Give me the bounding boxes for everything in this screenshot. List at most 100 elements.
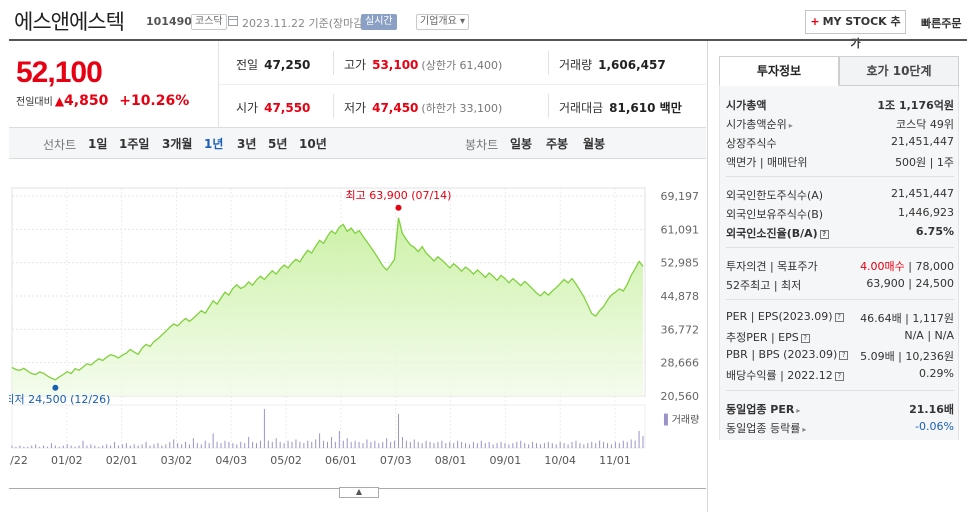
x-tick-label: 11/22 (9, 454, 28, 467)
y-tick-label: 69,197 (661, 190, 700, 203)
stock-name: 에스앤에스텍 (14, 10, 125, 34)
x-tick-label: 03/02 (161, 454, 193, 467)
tab-hoga-10[interactable]: 호가 10단계 (839, 56, 959, 86)
par-value-row: 액면가 | 매매단위 500원 | 1주 (726, 156, 954, 169)
divider (548, 94, 549, 118)
chevron-down-icon: ▾ (460, 16, 466, 27)
add-mystock-button[interactable]: + MY STOCK 추가 (805, 10, 906, 50)
divider (333, 51, 334, 75)
y-tick-label: 44,878 (661, 290, 700, 303)
header-divider (9, 39, 967, 41)
volume: 거래량 1,606,457 (559, 58, 666, 72)
y-tick-label: 61,091 (661, 223, 700, 236)
market-badge: 코스닥 (191, 14, 227, 30)
x-tick-label: 11/01 (599, 454, 631, 467)
up-triangle-icon: ▲ (54, 94, 65, 108)
volume-legend: ▌거래량 (664, 415, 700, 426)
listed-shares-row: 상장주식수 21,451,447 (726, 135, 954, 150)
realtime-button[interactable]: 실시간 (361, 14, 397, 30)
pbr-row: PBR | BPS (2023.09)? 5.09배 | 10,236원 (726, 348, 954, 363)
x-tick-label: 08/01 (435, 454, 467, 467)
x-tick-label: 10/04 (544, 454, 576, 467)
trade-amount: 거래대금 81,610 백만 (559, 101, 682, 115)
x-tick-label: 01/02 (51, 454, 83, 467)
company-overview-select[interactable]: 기업개요 ▾ (416, 14, 470, 30)
price-area (12, 217, 643, 396)
y-tick-label: 28,666 (661, 357, 700, 370)
chevron-up-icon: ▲ (355, 487, 363, 496)
low-label: 최저 24,500 (12/26) (9, 393, 110, 406)
divider (333, 94, 334, 118)
tab-10y[interactable]: 10년 (299, 137, 327, 151)
tab-1w[interactable]: 1주일 (119, 137, 150, 151)
open-price: 시가 47,550 (236, 101, 311, 115)
change-percent: +10.26% (119, 93, 190, 109)
header: 에스앤에스텍 101490 코스닥 2023.11.22 기준(장마감) 실시간… (0, 0, 977, 50)
right-tabs: 투자정보 호가 10단계 (719, 56, 959, 86)
divider (548, 51, 549, 75)
x-tick-label: 02/01 (106, 454, 138, 467)
help-icon[interactable]: ? (819, 230, 829, 239)
per-row: PER | EPS(2023.09)? 46.64배 | 1,117원 (726, 310, 954, 325)
collapse-toggle-button[interactable]: ▲ (339, 487, 379, 498)
help-icon[interactable]: ? (834, 313, 844, 322)
tab-3y[interactable]: 3년 (237, 137, 257, 151)
dividend-row: 배당수익률 | 2022.12? 0.29% (726, 367, 954, 382)
sector-change-row[interactable]: 동일업종 등락률 ▸ -0.06% (726, 420, 954, 435)
price-line (11, 217, 644, 381)
help-icon[interactable]: ? (800, 334, 810, 343)
plus-icon: + (810, 15, 820, 28)
change-value: 4,850 (64, 93, 109, 109)
tab-monthly[interactable]: 월봉 (583, 137, 606, 151)
chevron-right-icon: ▸ (788, 121, 793, 130)
high-marker (395, 204, 402, 211)
high-price: 고가 53,100 (상한가 61,400) (344, 58, 503, 72)
chart-tabs-bar: 선차트 1일 1주일 3개월 1년 3년 5년 10년 봉차트 일봉 주봉 월봉 (9, 127, 706, 159)
tab-5y[interactable]: 5년 (268, 137, 288, 151)
week52-row: 52주최고 | 최저 63,900 | 24,500 (726, 277, 954, 292)
opinion-row: 투자의견 | 목표주가 4.00매수 | 78,000 (726, 260, 954, 273)
estimated-per-row: 추정PER | EPS? N/A | N/A (726, 329, 954, 344)
divider (726, 390, 954, 391)
x-tick-label: 07/03 (380, 454, 412, 467)
chevron-right-icon: ▸ (796, 406, 801, 415)
divider (219, 84, 706, 85)
calendar-icon (228, 16, 238, 26)
panel-divider (707, 41, 708, 512)
tab-investment-info[interactable]: 투자정보 (719, 56, 839, 86)
tab-weekly[interactable]: 주봉 (546, 137, 569, 151)
foreign-limit-row: 외국인한도주식수(A) 21,451,447 (726, 187, 954, 202)
low-marker (52, 384, 59, 391)
base-date: 2023.11.22 기준(장마감) (242, 17, 368, 30)
current-price: 52,100 (16, 56, 103, 89)
quick-order-link[interactable]: 빠른주문 (921, 17, 962, 30)
x-tick-label: 05/02 (270, 454, 302, 467)
tab-1d[interactable]: 1일 (88, 137, 108, 151)
volume-legend-mark: ▌ (664, 415, 672, 426)
x-tick-label: 06/01 (325, 454, 357, 467)
stock-code: 101490 (146, 15, 192, 28)
market-cap-rank-row[interactable]: 시가총액순위 ▸ 코스닥 49위 (726, 118, 954, 131)
y-tick-label: 20,560 (661, 390, 700, 403)
price-chart[interactable]: 69,197 61,091 52,985 44,878 36,772 28,666 20,5… (9, 160, 706, 470)
tab-3m[interactable]: 3개월 (162, 137, 193, 151)
tab-1y[interactable]: 1년 (204, 137, 224, 151)
divider (726, 176, 954, 177)
low-price: 저가 47,450 (하한가 33,100) (344, 101, 503, 115)
divider (726, 299, 954, 300)
y-tick-label: 52,985 (661, 257, 700, 270)
price-box: 52,100 전일대비 ▲4,850 +10.26% (9, 41, 219, 127)
change-label: 전일대비 (16, 97, 53, 108)
help-icon[interactable]: ? (839, 351, 849, 360)
candle-chart-label: 봉차트 (465, 138, 499, 152)
x-tick-label: 04/03 (215, 454, 247, 467)
volume-frame (11, 404, 646, 449)
prev-close: 전일 47,250 (236, 58, 311, 72)
high-label: 최고 63,900 (07/14) (345, 189, 451, 202)
market-cap-row: 시가총액 1조 1,176억원 (726, 99, 954, 112)
line-chart-label: 선차트 (43, 138, 77, 152)
help-icon[interactable]: ? (834, 372, 844, 381)
x-tick-label: 09/01 (490, 454, 522, 467)
sector-per-row[interactable]: 동일업종 PER ▸ 21.16배 (726, 403, 954, 416)
tab-daily[interactable]: 일봉 (510, 137, 533, 151)
